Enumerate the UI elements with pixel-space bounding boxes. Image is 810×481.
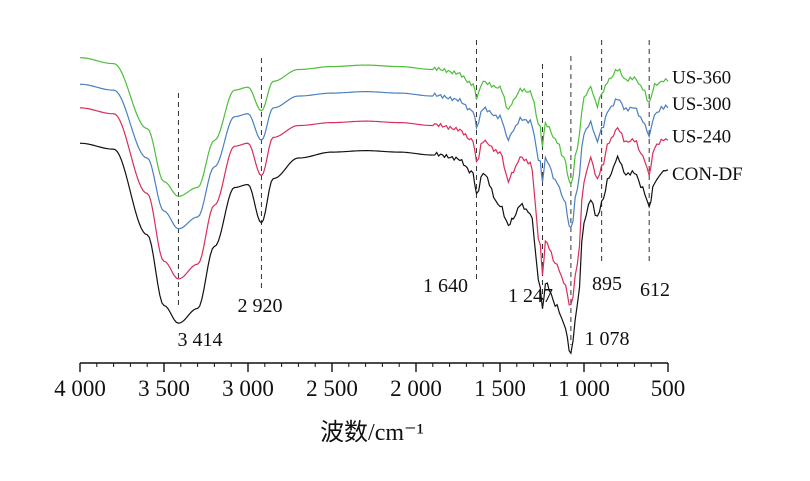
peak-annotations: 3 414 2 920 1 640 1 247 1 078 895 612 [178,273,671,351]
series-line-con-df [79,142,669,355]
series-line-us-300 [79,83,669,230]
x-tick-label: 4 000 [54,376,106,401]
series-labels: US-360 US-300 US-240 CON-DF [672,67,743,185]
series-label: US-240 [672,126,731,147]
x-tick-label: 2 500 [306,376,358,401]
peak-label: 3 414 [178,329,223,351]
x-tick-label: 3 000 [222,376,274,401]
peak-label: 1 078 [585,328,630,350]
series-label: US-300 [672,94,731,115]
series-label: US-360 [672,67,731,88]
x-axis-label: 波数/cm⁻¹ [320,419,424,446]
series-lines [79,57,669,355]
x-tick-label: 500 [651,376,686,401]
x-axis: 4 000 3 500 3 000 2 500 2 000 1 500 1 000 500 [54,362,686,401]
series-label: CON-DF [672,164,743,185]
x-tick-label: 2 000 [390,376,442,401]
x-tick-label: 1 000 [558,376,610,401]
peak-label: 1 640 [423,275,468,297]
series-line-us-360 [79,57,669,197]
x-tick-label: 1 500 [474,376,526,401]
peak-label: 2 920 [238,295,283,317]
peak-label: 1 247 [508,285,553,307]
x-tick-label: 3 500 [138,376,190,401]
peak-label: 612 [640,279,670,301]
peak-label: 895 [592,273,622,295]
series-line-us-240 [79,107,669,306]
